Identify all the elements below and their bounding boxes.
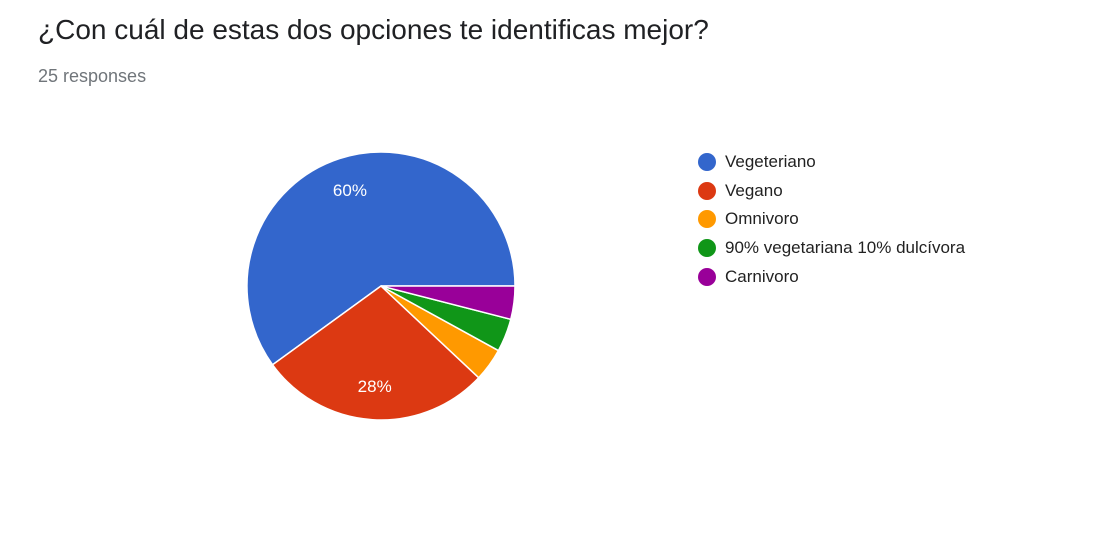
legend-label: Vegano (725, 180, 783, 200)
pie-slice-1[interactable] (246, 151, 516, 366)
slice-data-label-2: 28% (358, 377, 392, 396)
legend-item-1[interactable]: Vegeteriano (698, 148, 965, 177)
legend-item-5[interactable]: Carnivoro (698, 262, 965, 291)
pie-slice-5[interactable] (380, 285, 516, 321)
legend-label: Vegeteriano (725, 152, 816, 172)
legend-item-2[interactable]: Vegano (698, 177, 965, 206)
legend-item-4[interactable]: 90% vegetariana 10% dulcívora (698, 234, 965, 263)
legend-label: Carnivoro (725, 266, 799, 286)
question-title: ¿Con cuál de estas dos opciones te ident… (38, 14, 709, 45)
chart-legend: Vegeteriano Vegano Omnivoro 90% vegetariana… (698, 148, 965, 291)
legend-label: 90% vegetariana 10% dulcívora (725, 238, 966, 258)
legend-swatch-icon (698, 181, 716, 200)
legend-label: Omnivoro (725, 209, 799, 229)
legend-swatch-icon (698, 239, 716, 258)
legend-swatch-icon (698, 210, 716, 229)
legend-swatch-icon (698, 153, 716, 172)
slice-data-label-1: 60% (333, 181, 367, 200)
response-count: 25 responses (38, 66, 147, 86)
legend-swatch-icon (698, 267, 716, 286)
pie-slice-2[interactable] (271, 285, 480, 421)
legend-item-3[interactable]: Omnivoro (698, 205, 965, 234)
